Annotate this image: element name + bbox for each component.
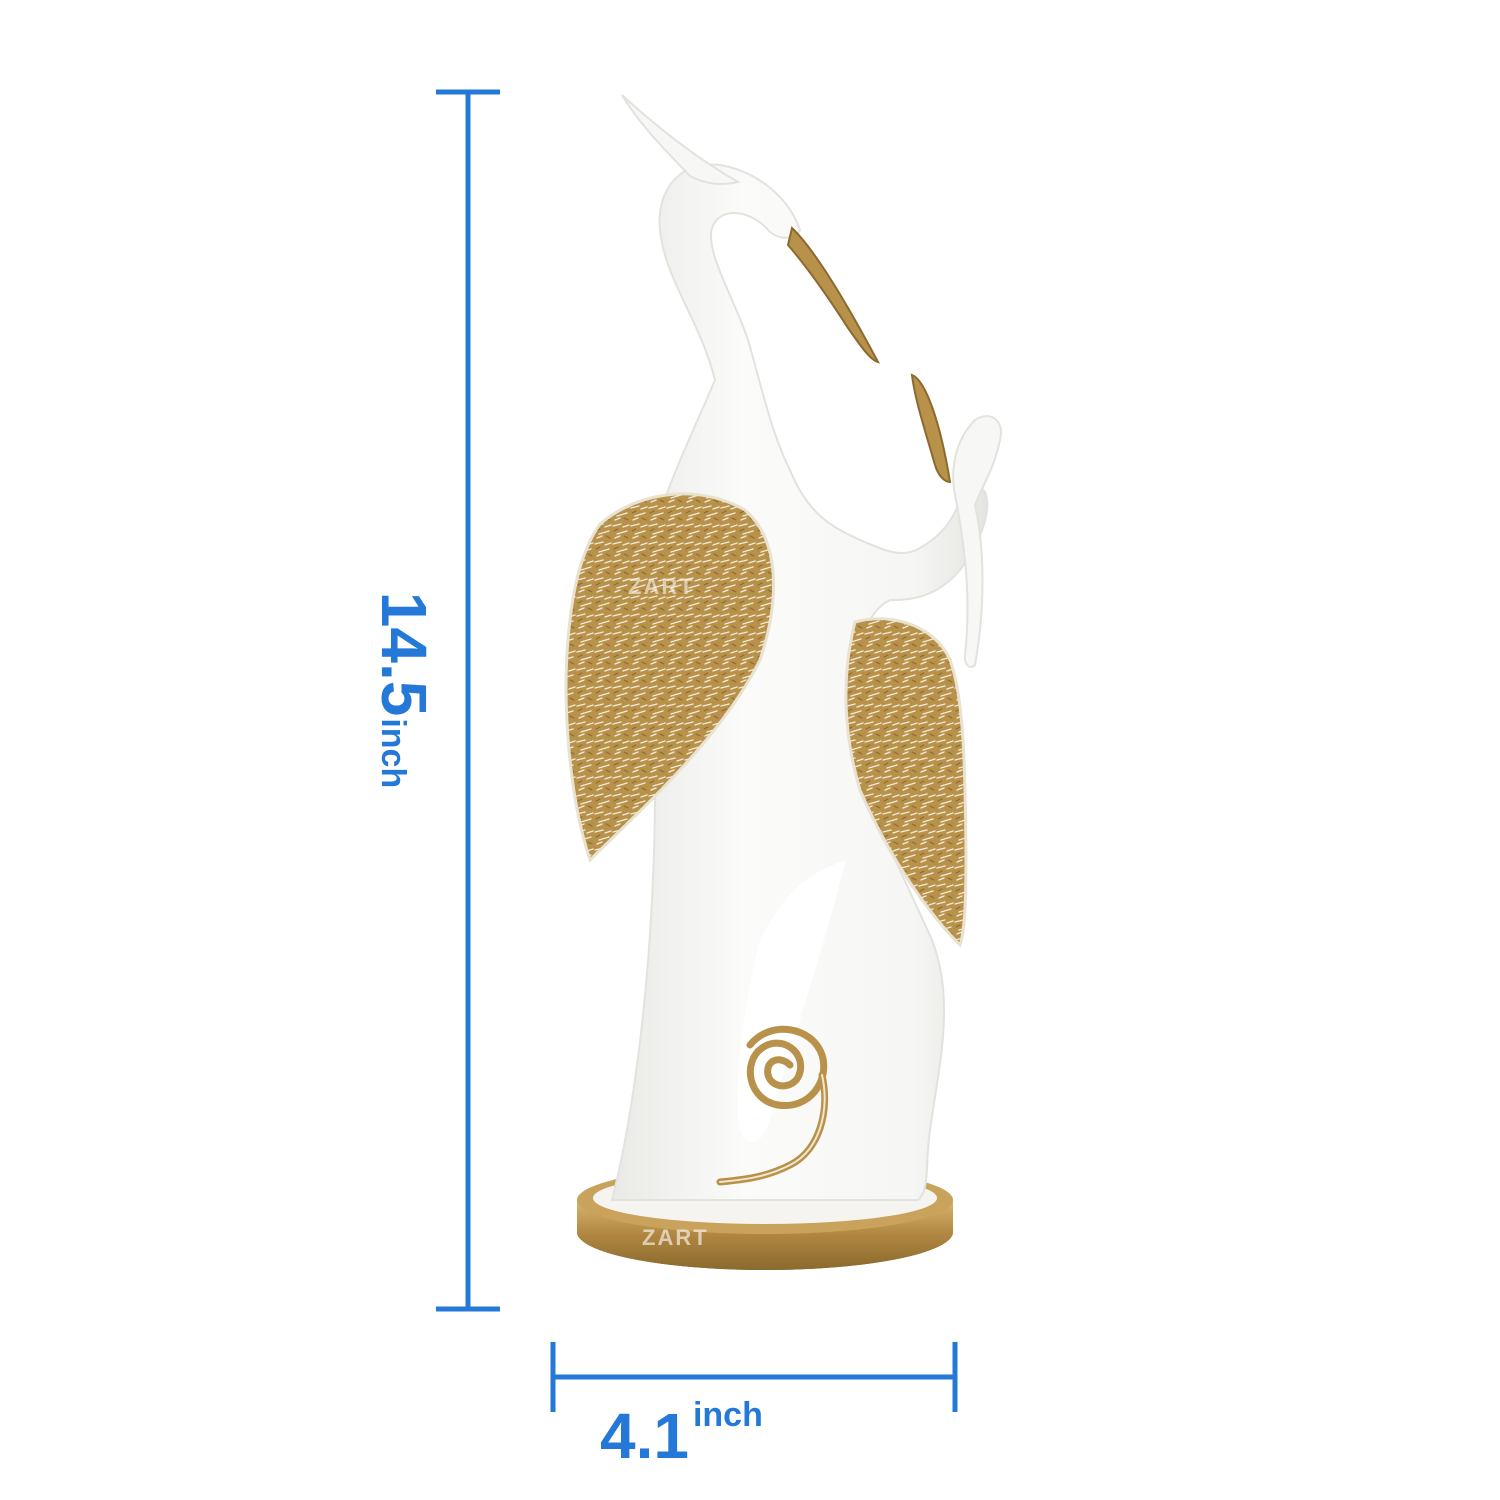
wing-right xyxy=(844,617,968,948)
crane-crest xyxy=(621,94,741,185)
crane-statue xyxy=(564,94,1002,1270)
height-value: 14.5 xyxy=(368,591,440,717)
crane-beak-upper xyxy=(786,226,880,364)
watermark-lower: ZART xyxy=(642,1225,709,1250)
wing-left xyxy=(564,492,776,863)
width-dimension-line xyxy=(550,1342,958,1412)
width-value: 4.1 xyxy=(600,1400,689,1472)
width-unit: inch xyxy=(692,1396,763,1434)
watermark-upper: ZART xyxy=(628,574,695,599)
crane-neck-second xyxy=(952,415,1002,668)
height-unit: inch xyxy=(374,718,412,789)
crane-beak-second xyxy=(910,373,952,484)
height-dimension-line xyxy=(436,89,500,1312)
height-dimension-label: 14.5inch xyxy=(368,592,440,789)
width-dimension-label: 4.1 inch xyxy=(600,1398,763,1468)
